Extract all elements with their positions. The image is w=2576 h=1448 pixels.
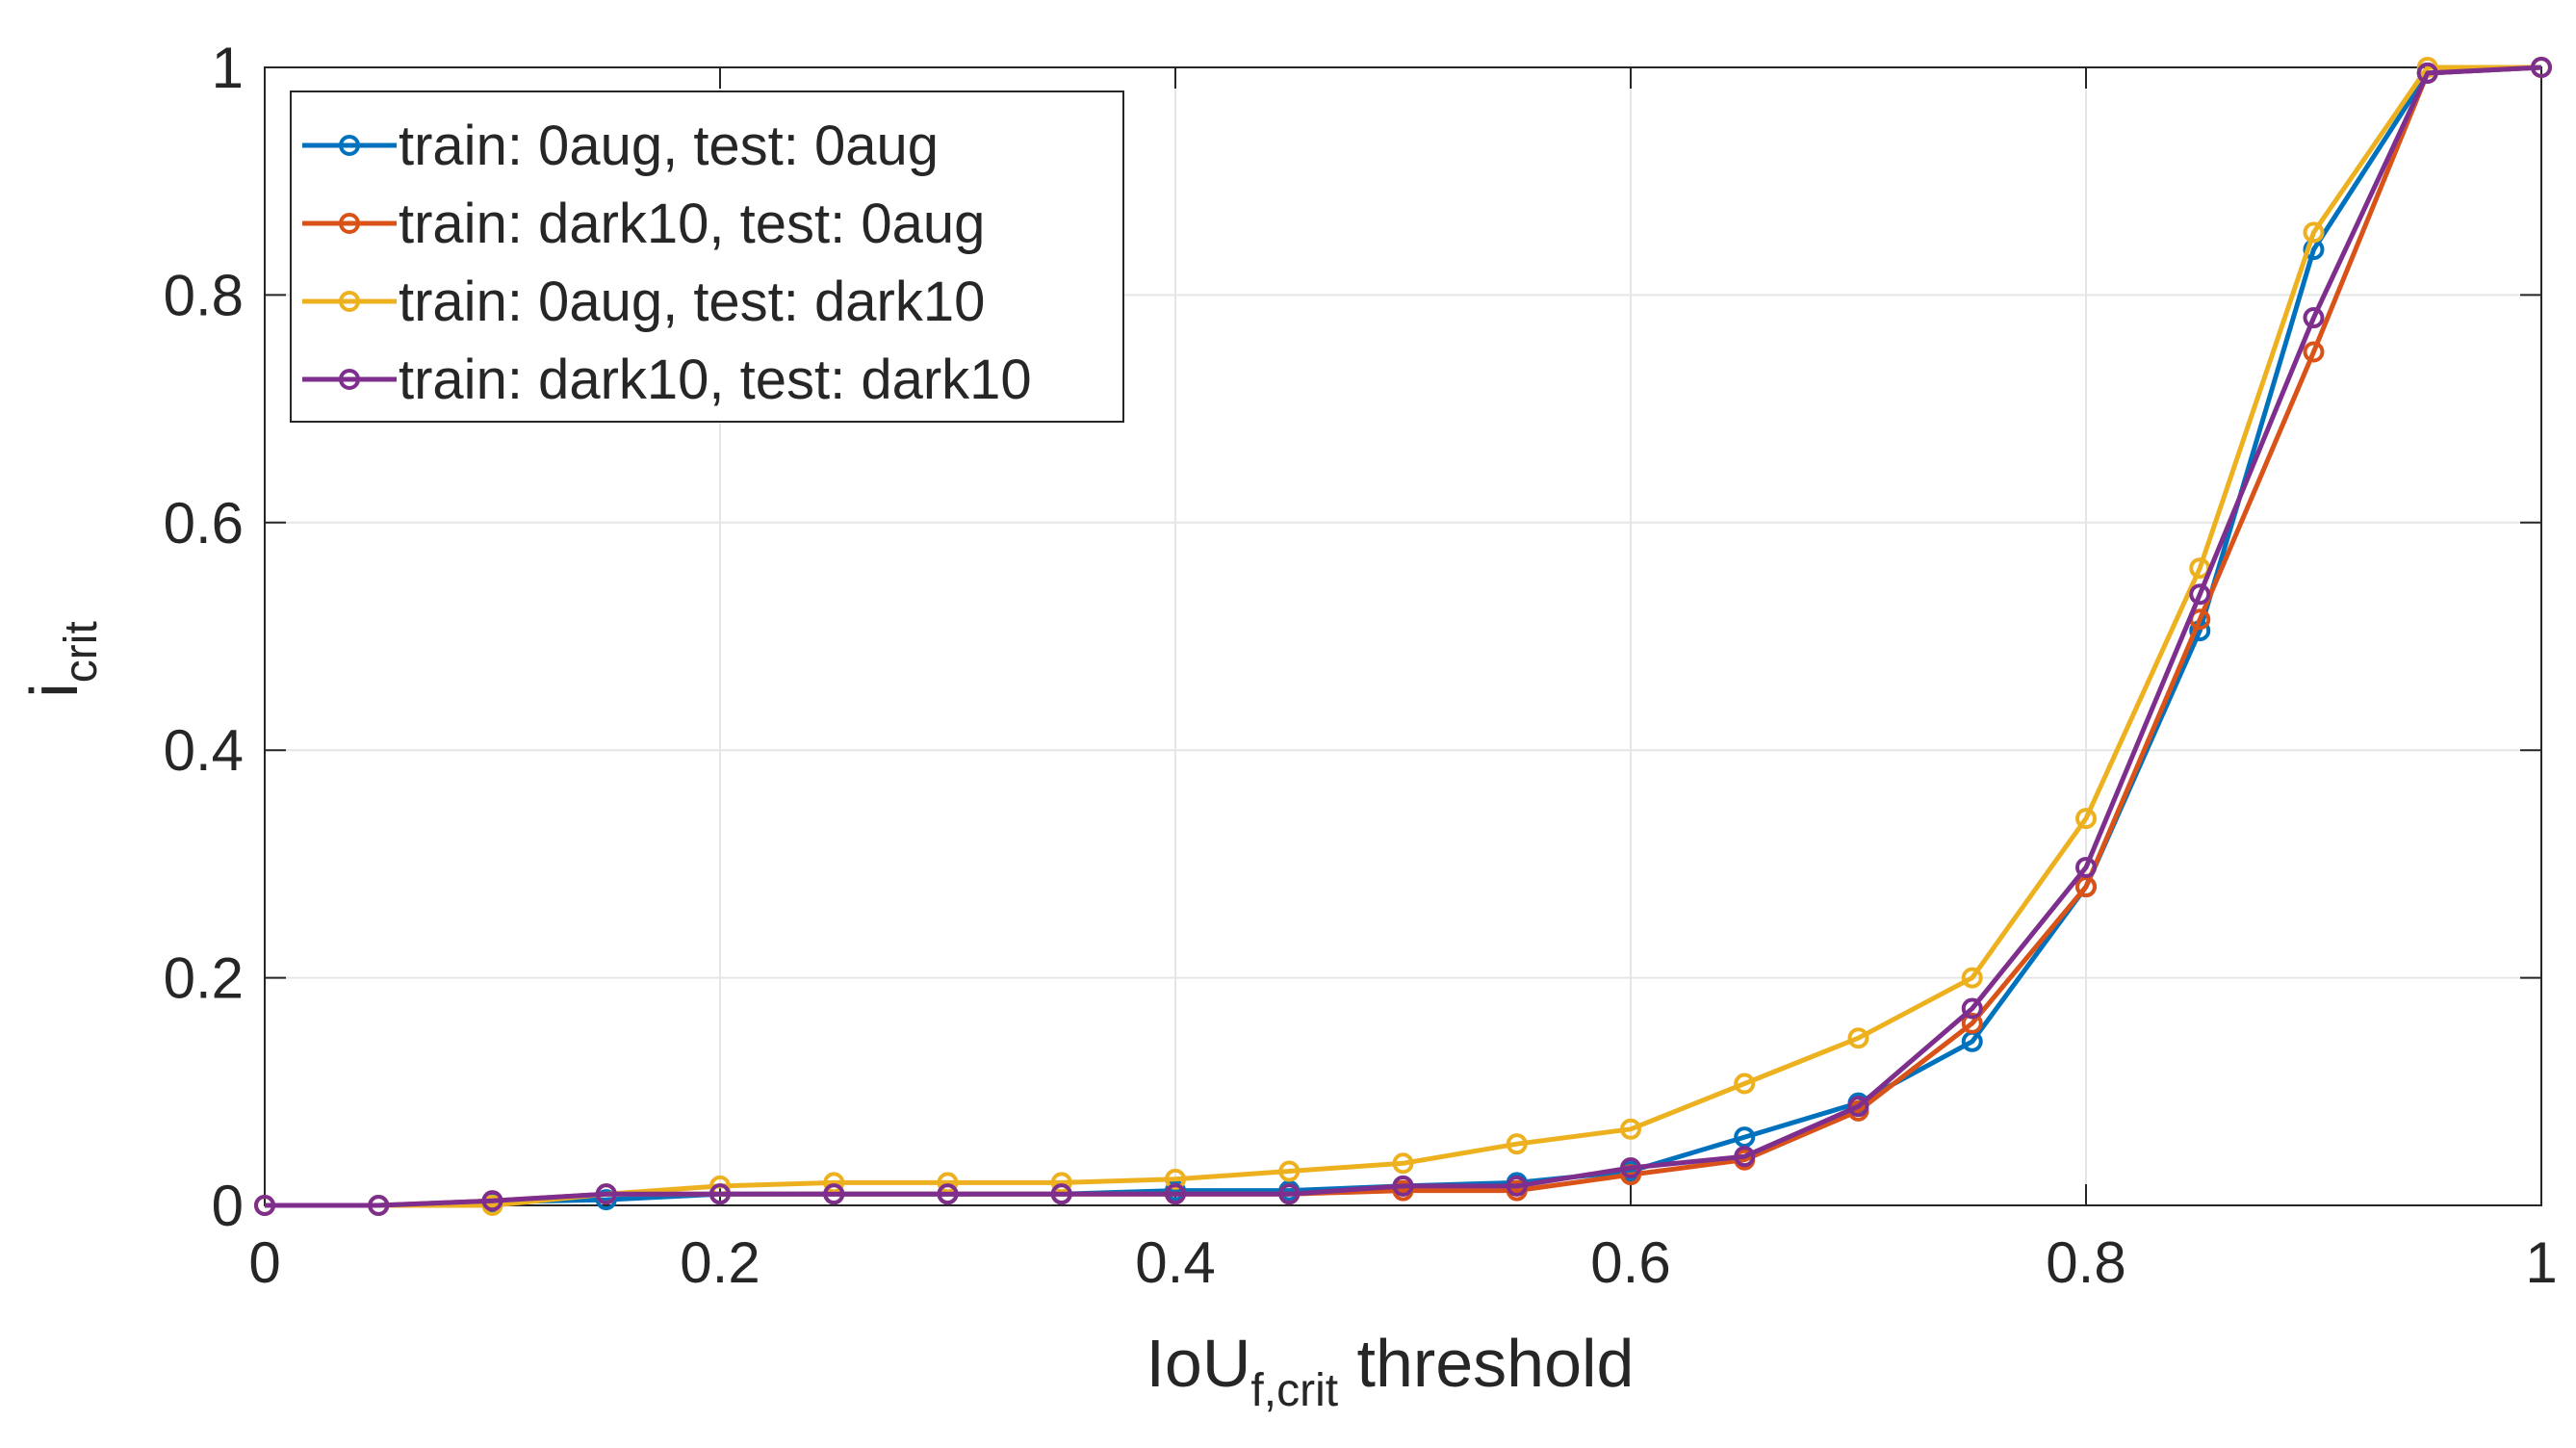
series-group [254, 57, 2552, 1216]
series-line [265, 65, 2541, 1208]
data-point [709, 1183, 731, 1205]
legend-entry-4: train: dark10, test: dark10 [302, 349, 1032, 411]
legend-entry-2: train: dark10, test: 0aug [302, 193, 985, 255]
data-point [1847, 1027, 1869, 1049]
y-axis-label-subscript: crit [56, 621, 107, 683]
data-point [595, 1183, 617, 1205]
legend-marker-sample [339, 369, 360, 390]
legend: train: 0aug, test: 0aug train: dark10, te… [290, 90, 1124, 423]
data-point [937, 1172, 959, 1194]
x-axis-label: IoUf,crit threshold [1146, 1326, 1634, 1416]
x-tick-label: 0 [248, 1230, 280, 1295]
x-tick-label: 0.2 [680, 1230, 760, 1295]
data-point [1506, 1175, 1528, 1197]
plot-area-frame [264, 66, 2542, 1206]
data-point [1620, 1156, 1641, 1178]
data-point [1050, 1172, 1072, 1194]
data-point [1734, 1146, 1756, 1168]
data-point [823, 1172, 845, 1194]
y-tick-label: 0 [212, 1174, 244, 1238]
data-point [2303, 341, 2325, 363]
data-point [481, 1190, 503, 1212]
x-tick-label: 0.4 [1135, 1230, 1215, 1295]
data-point [2189, 583, 2211, 606]
data-point [1734, 1126, 1756, 1149]
data-point [2531, 57, 2552, 78]
x-axis-label-main: IoU [1146, 1326, 1250, 1401]
legend-marker-sample [339, 135, 360, 156]
legend-box [290, 90, 1124, 423]
data-point [937, 1183, 959, 1205]
data-point [1961, 967, 1983, 989]
data-point [2075, 808, 2097, 830]
data-point [368, 1195, 390, 1216]
data-point [1961, 1012, 1983, 1034]
series-line [265, 65, 2542, 1208]
data-point [1050, 1183, 1072, 1205]
y-tick-label: 0.4 [164, 718, 244, 783]
data-point [823, 1183, 845, 1205]
data-point [2075, 856, 2097, 878]
data-point [1278, 1183, 1301, 1205]
data-point [2303, 307, 2325, 329]
y-tick-label: 0.2 [164, 946, 244, 1011]
y-axis-label-main: i [16, 683, 91, 698]
data-point [254, 1195, 275, 1216]
x-tick-label: 0.6 [1590, 1230, 1670, 1295]
y-tick-label: 0.8 [164, 263, 244, 327]
legend-label: train: 0aug, test: dark10 [399, 271, 985, 333]
data-point [2303, 221, 2325, 244]
legend-marker-sample [339, 291, 360, 312]
axis-ticks: 0 0.2 0.4 0.6 0.8 1 0 0.2 0.4 0.6 0.8 1 [164, 36, 2558, 1295]
x-tick-label: 0.8 [2046, 1230, 2125, 1295]
legend-entry-1: train: 0aug, test: 0aug [302, 115, 939, 177]
data-point [1392, 1175, 1414, 1197]
legend-label: train: 0aug, test: 0aug [399, 115, 939, 177]
y-axis-label: icrit [16, 621, 107, 698]
data-point [1165, 1183, 1186, 1205]
x-axis-label-subscript: f,crit [1250, 1365, 1338, 1416]
data-point [1734, 1073, 1756, 1095]
legend-label: train: dark10, test: dark10 [399, 349, 1032, 411]
data-point [1278, 1160, 1301, 1182]
data-point [1392, 1152, 1414, 1175]
data-point [1506, 1133, 1528, 1155]
data-point [1961, 997, 1983, 1020]
data-point [1620, 1118, 1641, 1140]
y-tick-label: 0.6 [164, 491, 244, 556]
data-point [1165, 1168, 1186, 1190]
legend-entry-3: train: 0aug, test: dark10 [302, 271, 985, 333]
x-tick-label: 1 [2525, 1230, 2557, 1295]
data-point [2075, 876, 2097, 898]
data-point [1847, 1096, 1869, 1118]
y-tick-label: 1 [212, 36, 244, 100]
series-4 [254, 57, 2552, 1216]
legend-label: train: dark10, test: 0aug [399, 193, 985, 255]
x-axis-label-suffix: threshold [1338, 1326, 1634, 1401]
legend-marker-sample [339, 213, 360, 234]
data-point [2416, 62, 2438, 84]
